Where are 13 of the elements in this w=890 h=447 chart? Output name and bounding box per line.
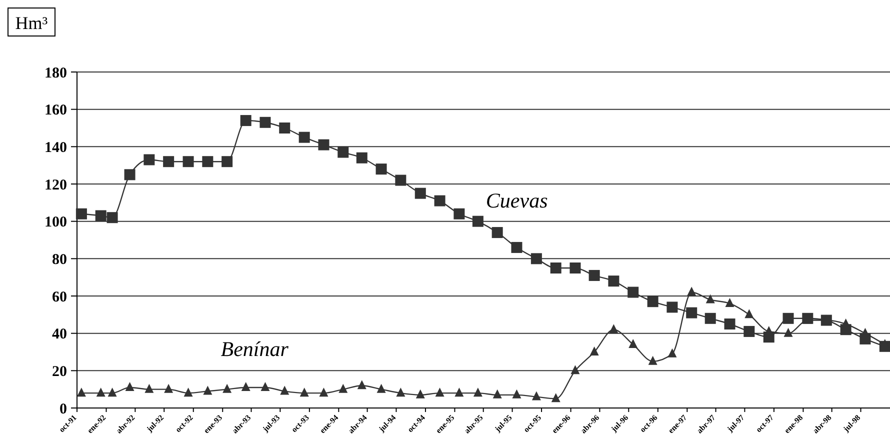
y-tick-label: 160 [44, 102, 67, 119]
series-label: Cuevas [486, 188, 548, 212]
y-axis-title: Hm³ [15, 13, 48, 33]
y-tick-label: 80 [52, 252, 67, 268]
y-tick-label: 100 [44, 214, 67, 231]
y-tick-label: 60 [52, 289, 67, 306]
y-tick-label: 20 [52, 364, 67, 380]
y-tick-label: 0 [60, 401, 67, 418]
y-tick-label: 40 [52, 326, 67, 343]
series-label: Benínar [220, 337, 290, 362]
y-tick-label: 180 [44, 65, 67, 82]
y-tick-label: 120 [44, 177, 67, 194]
y-tick-label: 140 [44, 140, 67, 156]
